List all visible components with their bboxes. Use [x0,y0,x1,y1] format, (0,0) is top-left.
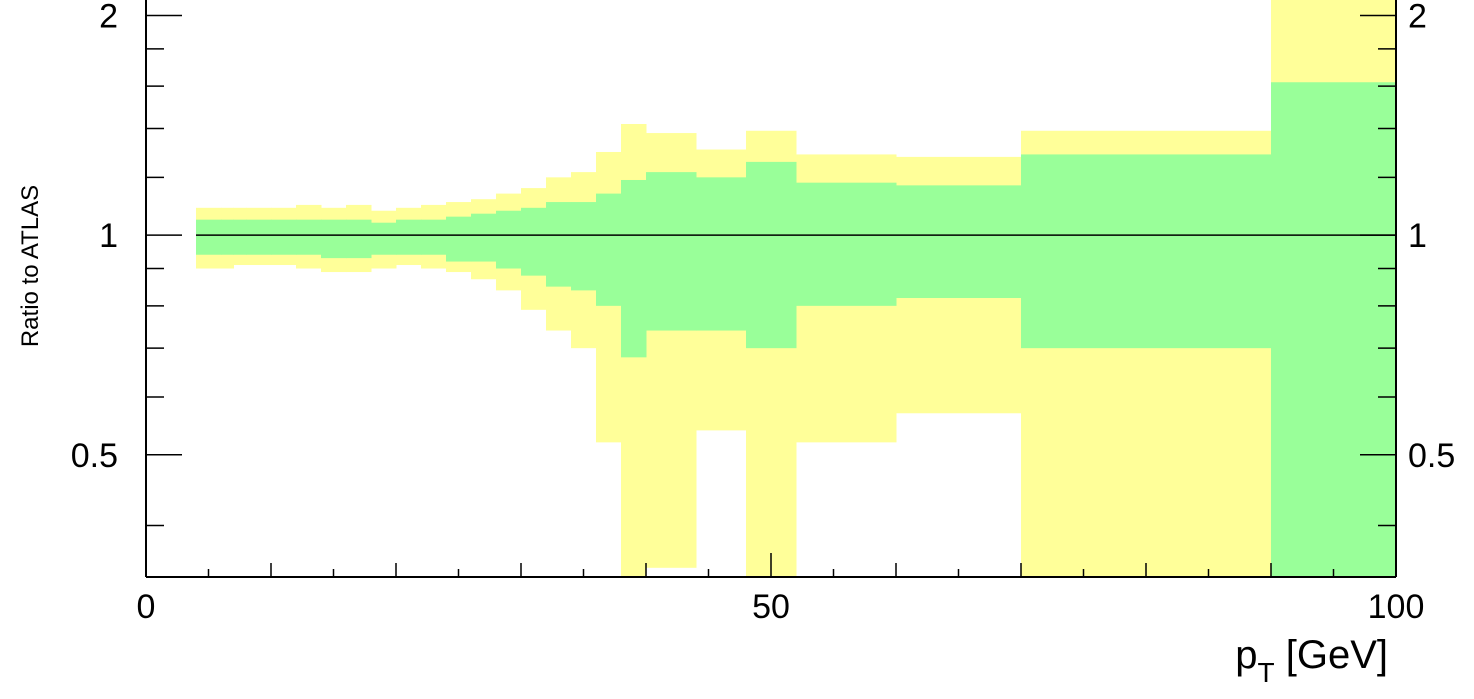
y-tick-label-left-1: 1 [99,217,118,255]
inner-band-bin-0 [196,220,222,255]
y-tick-label-right-0.5: 0.5 [1408,437,1455,475]
x-axis-title-subscript: T [1258,657,1275,688]
inner-band-bin-20 [696,177,747,330]
inner-band-bin-16 [571,202,597,290]
inner-band-bin-14 [521,208,547,276]
inner-band-bin-13 [496,211,522,269]
inner-band-bin-17 [596,194,622,306]
inner-band-bin-3 [246,220,272,255]
inner-band-bin-7 [346,220,372,258]
inner-band-bin-24 [1021,154,1272,348]
y-tick-label-left-2: 2 [99,0,118,35]
x-tick-label-50: 50 [752,588,790,626]
y-tick-label-right-1: 1 [1408,217,1427,255]
inner-band-bin-23 [896,185,1022,298]
uncertainty-bands [196,0,1397,577]
inner-band-bin-8 [371,223,397,255]
inner-band-bin-11 [446,217,472,262]
y-axis-title: Ratio to ATLAS [17,185,44,347]
inner-band-bin-21 [746,162,797,348]
y-tick-label-left-0.5: 0.5 [71,437,118,475]
x-axis-title-main: p [1235,633,1257,677]
x-tick-label-100: 100 [1368,588,1425,626]
inner-band-bin-6 [321,220,347,258]
inner-band-bin-5 [296,220,322,255]
x-tick-label-0: 0 [137,588,156,626]
inner-band-bin-1 [221,220,234,255]
inner-band-bin-15 [546,202,572,287]
inner-band-bin-25 [1271,82,1397,577]
inner-band-bin-10 [421,220,447,255]
inner-band-bin-12 [471,214,497,262]
inner-band-bin-4 [271,220,297,255]
inner-band-bin-22 [796,183,897,306]
inner-band-bin-18 [621,180,647,357]
x-axis-title: pT [GeV] [1235,633,1388,688]
inner-band-bin-19 [646,172,697,330]
inner-band-bin-9 [396,220,422,255]
x-axis-title-unit: [GeV] [1275,633,1388,677]
inner-band-bin-2 [234,220,247,255]
y-tick-label-right-2: 2 [1408,0,1427,35]
